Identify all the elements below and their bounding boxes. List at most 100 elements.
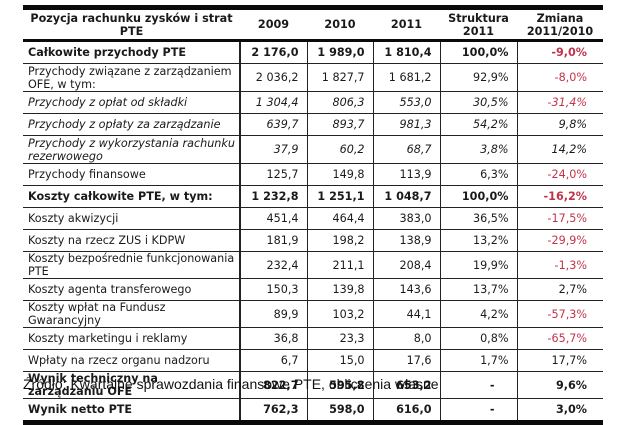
value-2010: 60,2 (306, 135, 373, 164)
value-change: 3,0% (516, 398, 603, 425)
value-2009: 1 232,8 (239, 185, 307, 208)
value-2010: 595,8 (306, 371, 373, 399)
row-label: Całkowite przychody PTE (23, 40, 240, 64)
value-structure: 13,2% (439, 229, 517, 252)
value-change: -16,2% (516, 185, 603, 208)
table-row: Koszty na rzecz ZUS i KDPW 181,9 198,2 138,… (23, 229, 603, 252)
value-structure: 0,8% (439, 327, 517, 350)
source-note: Źródło: Kwartalne sprawozdania finansowe… (23, 376, 439, 392)
value-2009: 37,9 (239, 135, 307, 164)
value-2010: 139,8 (306, 278, 373, 301)
value-structure: 13,7% (439, 278, 517, 301)
value-change: -9,0% (516, 40, 603, 64)
table-row: Przychody związane z zarządzaniem OFE, w… (23, 63, 603, 92)
table-row: Przychody z wykorzystania rachunku rezer… (23, 135, 603, 164)
value-change: 17,7% (516, 349, 603, 372)
value-2011: 653,2 (372, 371, 440, 399)
value-2011: 1 681,2 (372, 63, 440, 92)
value-structure: - (439, 398, 517, 425)
header-change: Zmiana 2011/2010 (526, 11, 594, 38)
value-2010: 103,2 (306, 300, 373, 328)
table-row: Przychody z opłaty za zarządzanie 639,7 89… (23, 113, 603, 136)
table-body: Całkowite przychody PTE 2 176,0 1 989,0 1 8… (23, 40, 603, 425)
row-label: Przychody finansowe (23, 163, 240, 186)
value-change: 9,6% (516, 371, 603, 399)
value-change: -24,0% (516, 163, 603, 186)
value-structure: 100,0% (439, 40, 517, 64)
value-2009: 6,7 (239, 349, 307, 372)
value-2009: 125,7 (239, 163, 307, 186)
value-2011: 68,7 (372, 135, 440, 164)
value-structure: 4,2% (439, 300, 517, 328)
value-2010: 1 827,7 (306, 63, 373, 92)
value-2011: 1 048,7 (372, 185, 440, 208)
value-structure: 3,8% (439, 135, 517, 164)
value-2011: 383,0 (372, 207, 440, 230)
value-2009: 2 176,0 (239, 40, 307, 64)
header-row: Pozycja rachunku zysków i strat PTE 2009… (23, 7, 603, 41)
table-row: Całkowite przychody PTE 2 176,0 1 989,0 1 8… (23, 40, 603, 64)
value-2009: 36,8 (239, 327, 307, 350)
header-2011: 2011 (390, 18, 423, 31)
value-2009: 451,4 (239, 207, 307, 230)
value-2011: 981,3 (372, 113, 440, 136)
row-label: Przychody z wykorzystania rachunku rezer… (23, 135, 240, 164)
value-2009: 639,7 (239, 113, 307, 136)
table-row: Koszty marketingu i reklamy 36,8 23,3 8,0 0,… (23, 327, 603, 350)
value-change: -1,3% (516, 251, 603, 279)
row-label: Przychody z opłaty za zarządzanie (23, 113, 240, 136)
value-change: 14,2% (516, 135, 603, 164)
value-2009: 150,3 (239, 278, 307, 301)
table-row: Koszty akwizycji 451,4 464,4 383,0 36,5% -17,… (23, 207, 603, 230)
value-2011: 208,4 (372, 251, 440, 279)
row-label: Koszty wpłat na Fundusz Gwarancyjny (23, 300, 240, 328)
row-label: Wpłaty na rzecz organu nadzoru (23, 349, 240, 372)
value-structure: 30,5% (439, 91, 517, 114)
table-header: Pozycja rachunku zysków i strat PTE 2009… (23, 7, 603, 41)
row-label: Wynik techniczny na zarządzaniu OFE (23, 371, 240, 399)
value-change: -17,5% (516, 207, 603, 230)
pte-income-statement-table: Pozycja rachunku zysków i strat PTE 2009… (23, 5, 603, 425)
value-2010: 149,8 (306, 163, 373, 186)
value-2009: 89,9 (239, 300, 307, 328)
header-structure: Struktura 2011 (448, 11, 509, 38)
value-structure: - (439, 371, 517, 399)
table-row: Przychody z opłat od składki 1 304,4 806,3… (23, 91, 603, 114)
row-label: Koszty marketingu i reklamy (23, 327, 240, 350)
value-2009: 181,9 (239, 229, 307, 252)
value-structure: 92,9% (439, 63, 517, 92)
header-2010: 2010 (324, 18, 356, 31)
value-2010: 893,7 (306, 113, 373, 136)
value-2010: 1 989,0 (306, 40, 373, 64)
value-structure: 54,2% (439, 113, 517, 136)
value-2011: 143,6 (372, 278, 440, 301)
header-2009: 2009 (257, 18, 290, 31)
value-2011: 17,6 (372, 349, 440, 372)
financial-table-container: Pozycja rachunku zysków i strat PTE 2009… (23, 5, 603, 425)
value-2010: 198,2 (306, 229, 373, 252)
row-label: Wynik netto PTE (23, 398, 240, 425)
value-2009: 1 304,4 (239, 91, 307, 114)
row-label: Koszty bezpośrednie funkcjonowania PTE (23, 251, 240, 279)
table-row: Koszty agenta transferowego 150,3 139,8 143… (23, 278, 603, 301)
value-2011: 8,0 (372, 327, 440, 350)
value-change: -29,9% (516, 229, 603, 252)
value-2009: 232,4 (239, 251, 307, 279)
value-2011: 616,0 (372, 398, 440, 425)
value-structure: 36,5% (439, 207, 517, 230)
table-row: Koszty bezpośrednie funkcjonowania PTE 23… (23, 251, 603, 279)
value-2011: 113,9 (372, 163, 440, 186)
value-2010: 598,0 (306, 398, 373, 425)
table-row: Wynik netto PTE 762,3 598,0 616,0-3,0% (23, 398, 603, 425)
row-label: Koszty całkowite PTE, w tym: (23, 185, 240, 208)
value-2011: 553,0 (372, 91, 440, 114)
value-2010: 15,0 (306, 349, 373, 372)
value-change: -65,7% (516, 327, 603, 350)
value-structure: 1,7% (439, 349, 517, 372)
value-2010: 23,3 (306, 327, 373, 350)
value-change: 2,7% (516, 278, 603, 301)
value-change: -31,4% (516, 91, 603, 114)
row-label: Koszty agenta transferowego (23, 278, 240, 301)
value-structure: 19,9% (439, 251, 517, 279)
value-2009: 822,7 (239, 371, 307, 399)
